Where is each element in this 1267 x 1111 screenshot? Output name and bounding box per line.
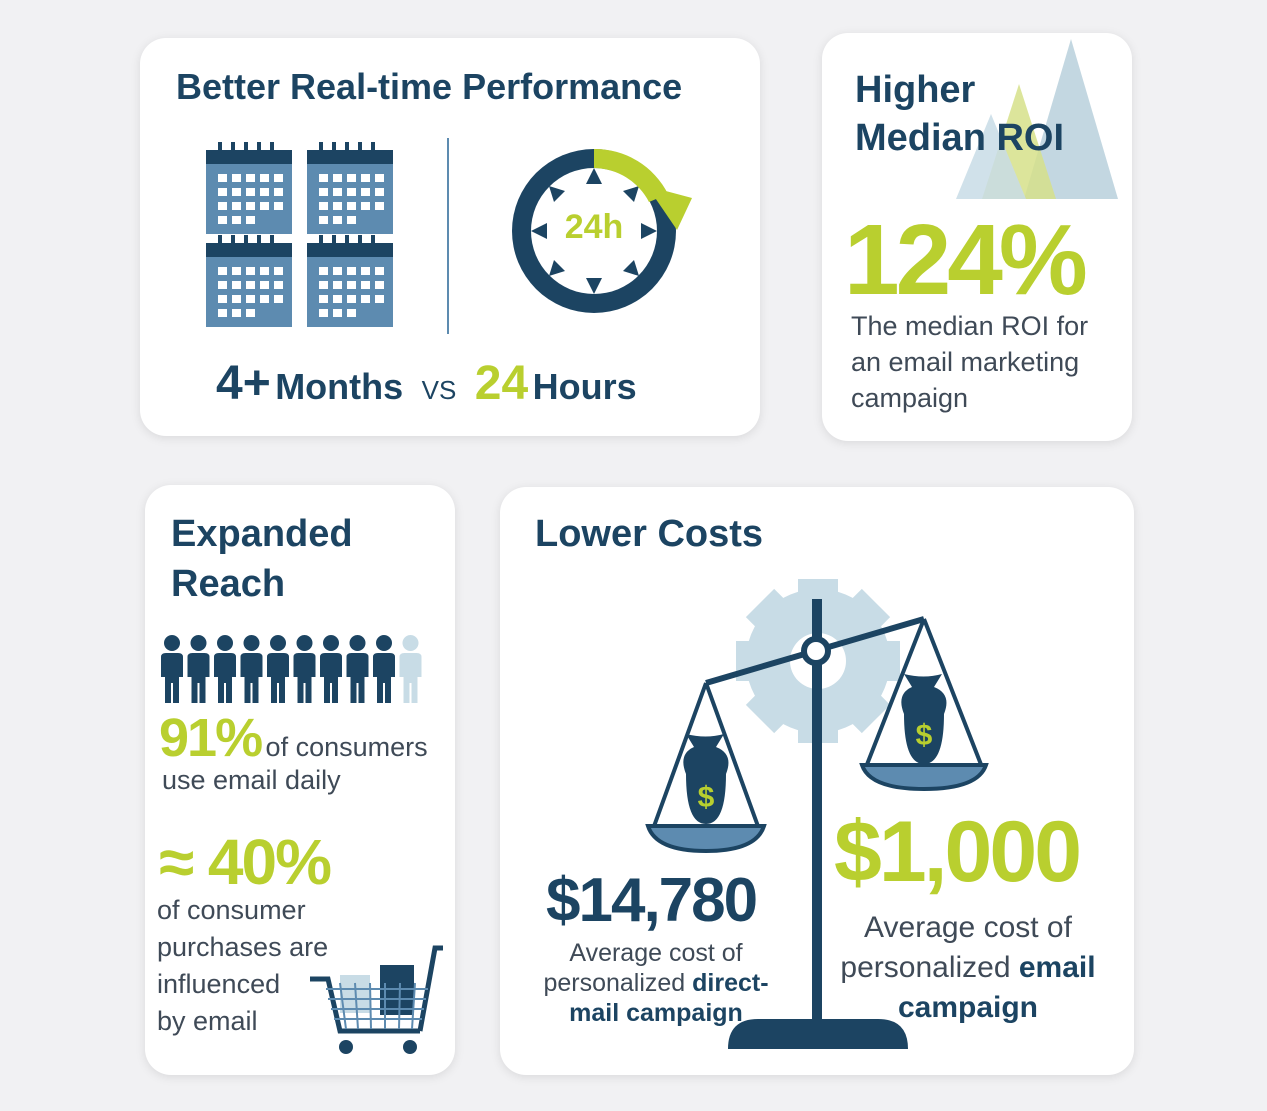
reach-stat2-line2: purchases are [157,932,329,962]
direct-mail-cost: $14,780 [546,866,758,935]
months-unit: Months [275,366,404,407]
email-line1: Average cost of [864,911,1072,944]
email-line2-a: personalized [840,951,1019,984]
reach-title-line1: Expanded [171,513,353,555]
divider [447,138,449,334]
email-line3: campaign [897,991,1039,1024]
person-icon [293,635,316,703]
person-icon [373,635,395,703]
clock-icon [512,148,692,313]
left-bag-dollar: $ [698,781,715,814]
reach-title-line2: Reach [171,563,286,605]
person-icon [267,635,289,703]
vs-label: VS [421,375,457,405]
email-cost: $1,000 [834,804,1082,900]
roi-desc-line1: The median ROI for [851,311,1089,341]
roi-desc-line2: an email marketing [851,347,1080,377]
person-icon [346,635,369,703]
right-bag-dollar: $ [916,719,933,752]
reach-stat2-line4: by email [157,1006,258,1036]
direct-mail-line2-a: personalized [543,969,693,997]
reach-stat1-text: of consumers [265,732,428,762]
email-line2-b: email [1018,951,1096,984]
person-icon [161,635,183,703]
direct-mail-line2: personalized direct- [500,969,812,998]
reach-stat2-line3: influenced [157,969,281,999]
reach-stat1-value: 91% [159,708,263,768]
mountains-icon [956,39,1118,199]
reach-stat1-text-line2: use email daily [162,765,341,795]
people-icon-row [161,635,422,703]
roi-value: 124% [844,204,1088,316]
hours-unit: Hours [532,366,637,407]
direct-mail-line3: mail campaign [569,999,743,1027]
person-icon [320,635,342,703]
costs-card: Lower Costs $ $ [500,487,1134,1075]
performance-comparison: 4+ Months VS 24 Hours [216,356,637,411]
balance-scale-icon: $ $ [645,579,989,1049]
reach-stat2-line1: of consumer [157,895,306,925]
months-value: 4+ [216,357,271,410]
performance-title: Better Real-time Performance [176,66,683,107]
roi-title-line1: Higher [855,69,976,111]
reach-stat1: 91% of consumers [159,707,428,769]
person-icon-faded [399,635,422,703]
shopping-cart-icon [310,945,443,1054]
direct-mail-line2-b: direct- [692,969,769,997]
person-icon [240,635,263,703]
person-icon [187,635,210,703]
performance-card: Better Real-time Performance [140,38,760,436]
person-icon [214,635,236,703]
calendars-icon [206,142,393,327]
clock-label: 24h [564,208,624,246]
hours-value: 24 [474,357,529,410]
roi-title-line2: Median ROI [855,117,1065,159]
reach-stat2-value: ≈ 40% [159,826,332,898]
email-line2: personalized email [826,951,1110,985]
costs-title: Lower Costs [535,513,764,555]
reach-card: Expanded Reach 91% of consumers use emai… [145,485,455,1075]
roi-desc-line3: campaign [851,383,969,413]
direct-mail-line1: Average cost of [569,939,743,967]
roi-card: Higher Median ROI 124% The median ROI fo… [822,33,1132,441]
